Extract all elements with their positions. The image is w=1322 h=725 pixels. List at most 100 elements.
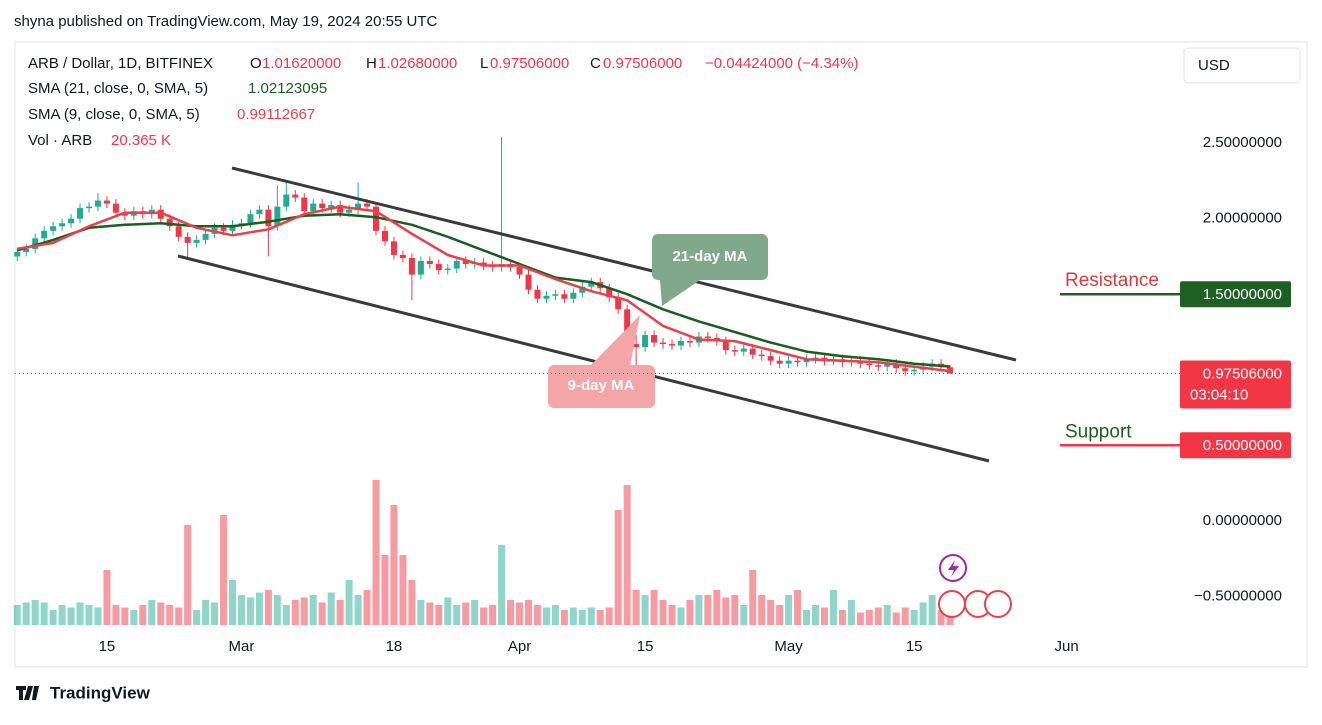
- candle-body: [462, 261, 469, 265]
- volume-bar: [22, 602, 30, 625]
- volume-bar: [587, 607, 595, 625]
- candle-body: [893, 363, 900, 369]
- volume-bar: [533, 605, 541, 625]
- volume-bar: [551, 605, 559, 625]
- countdown-label: 03:04:10: [1190, 386, 1248, 403]
- flag-icon[interactable]: [984, 590, 1012, 618]
- candle-body: [50, 226, 57, 231]
- volume-bar: [381, 555, 389, 625]
- y-tick-label: 2.00000000: [1203, 210, 1282, 227]
- x-tick-label: Jun: [1055, 638, 1079, 655]
- volume-bar: [426, 602, 434, 625]
- candle-body: [579, 286, 586, 293]
- volume-bar: [794, 590, 802, 625]
- chart-frame: [14, 41, 1308, 668]
- candle-body: [740, 348, 747, 352]
- volume-bar: [67, 607, 75, 625]
- volume-bar: [327, 592, 335, 625]
- candle-body: [794, 360, 801, 363]
- channel-lower: [177, 254, 990, 463]
- volume-bar: [112, 605, 120, 625]
- volume-bar: [677, 607, 685, 625]
- y-tick-label: −0.50000000: [1194, 587, 1282, 604]
- volume-bar: [856, 612, 864, 625]
- ohlc-value: 1.01620000: [262, 55, 341, 72]
- volume-bar: [812, 605, 820, 625]
- volume-bar: [650, 590, 658, 625]
- y-tick-label: 0.00000000: [1203, 512, 1282, 529]
- volume-bar: [229, 580, 237, 625]
- volume-bar: [444, 597, 452, 625]
- candle-body: [373, 206, 380, 231]
- candle-body: [157, 209, 164, 219]
- candle-body: [166, 218, 173, 227]
- currency-button[interactable]: [1183, 47, 1301, 84]
- level-name: Support: [1065, 421, 1132, 442]
- candle-body: [668, 344, 675, 346]
- volume-bar: [937, 610, 945, 625]
- volume-bar: [605, 607, 613, 625]
- candle-body: [103, 200, 110, 204]
- volume-bar: [184, 525, 192, 625]
- volume-bar: [865, 610, 873, 625]
- candle-body: [785, 360, 792, 364]
- candle-body: [310, 203, 317, 212]
- legend: ARB / Dollar, 1D, BITFINEX O 1.01620000 …: [28, 55, 858, 149]
- volume-bar: [462, 602, 470, 625]
- volume-bar: [354, 595, 362, 625]
- last-price-box: [1180, 360, 1291, 409]
- volume-bar: [686, 600, 694, 625]
- volume-bar: [94, 607, 102, 625]
- volume-bar: [928, 595, 936, 625]
- volume-bar: [641, 595, 649, 625]
- volume-bar: [309, 595, 317, 625]
- candle-body: [41, 230, 48, 239]
- candle-body: [534, 289, 541, 299]
- candle-body: [283, 194, 290, 207]
- volume-bar: [336, 600, 344, 625]
- volume-bar: [704, 595, 712, 625]
- candle-body: [23, 248, 30, 252]
- volume-bar: [264, 590, 272, 625]
- candle-body: [570, 292, 577, 299]
- volume-bar: [193, 610, 201, 625]
- candle-body: [346, 209, 353, 213]
- candle-body: [319, 203, 326, 209]
- candle-body: [776, 360, 783, 364]
- volume-bar: [740, 605, 748, 625]
- volume-bar: [372, 480, 380, 625]
- candle-body: [68, 218, 75, 224]
- volume-bar: [892, 612, 900, 625]
- volume-bar: [417, 600, 425, 625]
- volume-bar: [85, 605, 93, 625]
- volume-bar: [847, 600, 855, 625]
- volume-bar: [838, 610, 846, 625]
- volume-bar: [614, 510, 622, 625]
- sma-value: 0.99112667: [237, 106, 315, 123]
- callout-pointer: [660, 280, 700, 306]
- candle-body: [77, 208, 84, 219]
- flag-icon[interactable]: [938, 590, 966, 618]
- channel-upper: [231, 166, 1017, 362]
- volume-bar: [516, 602, 524, 625]
- ohlc-key: O: [250, 55, 262, 72]
- candle-body: [426, 261, 433, 265]
- candle-body: [686, 341, 693, 343]
- candle-body: [14, 251, 21, 257]
- volume-bar: [157, 602, 165, 625]
- candle-body: [767, 356, 774, 361]
- last-price-label: 0.97506000: [1203, 365, 1282, 382]
- volume-bar: [211, 602, 219, 625]
- level-label: 1.50000000: [1203, 286, 1282, 303]
- candle-body: [884, 363, 891, 367]
- candle-body: [337, 205, 344, 213]
- candle-body: [355, 203, 362, 210]
- sma-name: SMA (21, close, 0, SMA, 5): [28, 80, 208, 97]
- candle-body: [677, 341, 684, 346]
- sma-line: [16, 212, 951, 368]
- volume-bar: [130, 610, 138, 625]
- currency-label[interactable]: USD: [1198, 57, 1230, 74]
- volume-bar: [139, 605, 147, 625]
- volume-bar: [820, 607, 828, 625]
